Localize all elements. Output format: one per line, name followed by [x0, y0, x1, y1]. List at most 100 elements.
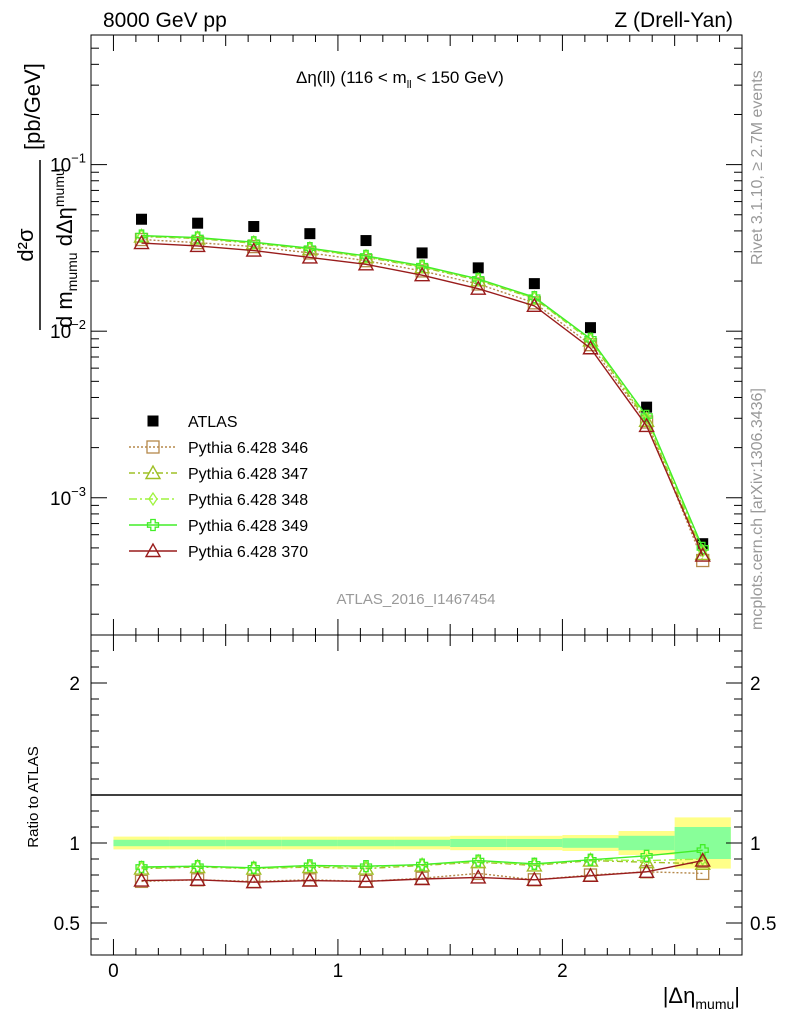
- ratio-point-p370: [189, 871, 206, 886]
- ratio-point-p370: [526, 871, 543, 886]
- ratio-band-green: [394, 839, 451, 847]
- main-point-data: [304, 228, 316, 240]
- main-point-data: [192, 217, 204, 229]
- x-tick-label: 2: [557, 961, 568, 982]
- y-label-den-d: d m: [52, 291, 77, 328]
- header-right: Z (Drell-Yan): [614, 9, 733, 32]
- y-tick-label-exponent: −3: [71, 484, 86, 499]
- ratio-point-p370: [638, 863, 655, 878]
- ratio-y-tick-label-left: 0.5: [54, 914, 80, 935]
- ratio-band-green: [225, 839, 282, 847]
- main-panel: 10−110−210−3 Δη(ll) (116 < mll < 150 GeV…: [13, 34, 743, 636]
- main-point-p370: [526, 297, 543, 313]
- main-point-data: [248, 221, 260, 233]
- ratio-point-p349: [640, 849, 653, 862]
- x-tick-label: 1: [333, 961, 344, 982]
- ratio-y-label: Ratio to ATLAS: [25, 746, 42, 847]
- main-title-tail: < 150 GeV): [412, 68, 504, 87]
- header-left: 8000 GeV pp: [103, 9, 227, 32]
- ratio-line-p348: [141, 858, 703, 870]
- main-point-data: [136, 213, 148, 225]
- main-title-text: Δη(ll) (116 < m: [296, 68, 407, 87]
- main-point-p370: [301, 249, 319, 264]
- legend-marker-p370: [144, 542, 162, 558]
- ratio-point-p349: [359, 860, 373, 873]
- ratio-point-p349: [247, 861, 260, 874]
- y-label-numerator: d²σ: [13, 228, 38, 262]
- main-point-p348: [641, 411, 652, 426]
- ratio-y-tick-label-right: 1: [750, 834, 761, 855]
- ratio-y-tick-label-left: 2: [69, 674, 80, 695]
- main-point-data: [472, 262, 484, 274]
- ratio-point-p370: [357, 872, 375, 888]
- ratio-line-p347: [141, 859, 703, 870]
- main-point-data: [641, 401, 653, 413]
- legend-label-p346: Pythia 6.428 346: [188, 440, 308, 457]
- ratio-y-tick-label-right: 0.5: [750, 914, 776, 935]
- main-line-p370: [141, 242, 704, 556]
- ratio-band-green: [450, 839, 507, 847]
- main-point-p348: [192, 230, 203, 246]
- ratio-series-group: [133, 844, 711, 889]
- ratio-point-p347: [694, 855, 711, 870]
- y-tick-label-base: 10: [50, 489, 71, 510]
- ratio-band-green: [337, 839, 395, 847]
- ratio-band-green: [281, 839, 338, 847]
- ratio-point-p346: [696, 866, 710, 881]
- ratio-point-p349: [303, 859, 317, 872]
- ratio-point-p348: [529, 857, 540, 872]
- main-point-p370: [413, 266, 431, 282]
- ratio-point-p348: [473, 854, 484, 869]
- ratio-point-p370: [301, 872, 319, 887]
- legend-marker-p347: [144, 464, 162, 480]
- x-label-main: |Δη: [663, 983, 696, 1008]
- y-tick-label-exponent: −1: [71, 151, 86, 166]
- ratio-point-p370: [245, 873, 262, 889]
- y-label-den-sub1: mumu: [64, 252, 80, 291]
- x-label-tail: |: [734, 983, 740, 1008]
- legend-marker-data: [147, 415, 159, 427]
- ratio-point-p346: [134, 874, 149, 889]
- ratio-frame: [90, 634, 743, 956]
- ratio-bands-group: [113, 817, 731, 869]
- main-line-p346: [141, 238, 704, 561]
- main-point-p348: [136, 228, 147, 244]
- ratio-point-p370: [582, 867, 599, 882]
- y-tick-label-base: 10: [50, 322, 71, 343]
- y-label-denominator-line: d mmumu dΔηmumu: [51, 168, 80, 328]
- main-point-p370: [694, 547, 711, 562]
- ratio-line-p349: [141, 849, 703, 869]
- y-tick-label: 10−1: [50, 151, 86, 177]
- y-tick-label-base: 10: [50, 156, 71, 177]
- y-axis-label: d²σ d mmumu dΔηmumu [pb/GeV]: [13, 63, 80, 330]
- ratio-band-green: [113, 839, 170, 847]
- legend-marker-p346: [146, 440, 160, 454]
- ratio-point-p349: [696, 844, 709, 857]
- ratio-point-p370: [470, 868, 487, 884]
- main-point-p348: [305, 241, 315, 257]
- legend: ATLAS Pythia 6.428 346 Pythia 6.428 347 Pyt…: [129, 414, 308, 561]
- legend-label-p349: Pythia 6.428 349: [188, 518, 308, 535]
- main-point-p370: [638, 417, 655, 433]
- main-title: Δη(ll) (116 < mll < 150 GeV): [296, 68, 504, 91]
- main-point-p348: [361, 249, 371, 264]
- y-label-units: [pb/GeV]: [20, 63, 45, 150]
- analysis-watermark: ATLAS_2016_I1467454: [336, 591, 495, 608]
- main-point-data: [584, 322, 596, 334]
- ratio-point-p370: [133, 872, 150, 887]
- ratio-ticks-group: 0.5 0.5 1 1 2 2 0 1 2: [54, 634, 776, 982]
- x-tick-label: 0: [108, 961, 119, 982]
- ratio-point-p349: [135, 860, 148, 874]
- ratio-line-p370: [141, 859, 703, 883]
- ratio-panel: 0.5 0.5 1 1 2 2 0 1 2 Ratio to ATLAS |Δηmumu|: [25, 634, 776, 1012]
- y-label-den-sub2: mumu: [51, 168, 67, 207]
- main-point-data: [360, 235, 372, 247]
- mcplots-label: mcplots.cern.ch [arXiv:1306.3436]: [749, 388, 766, 630]
- ratio-point-p349: [528, 857, 541, 870]
- main-point-p347: [694, 545, 711, 561]
- ratio-point-p370: [694, 852, 711, 867]
- main-point-p370: [582, 339, 599, 355]
- rivet-label: Rivet 3.1.10, ≥ 2.7M events: [749, 70, 766, 265]
- main-point-p370: [133, 234, 150, 250]
